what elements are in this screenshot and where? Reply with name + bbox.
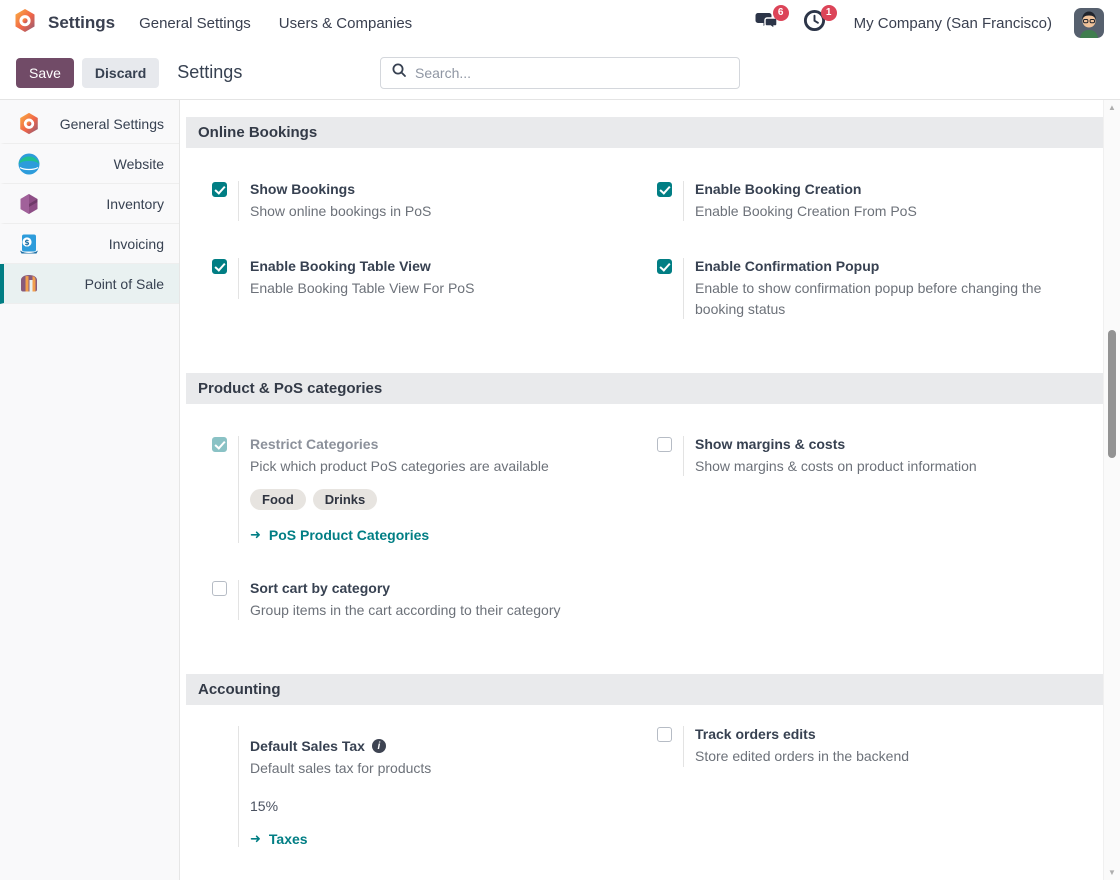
- messages-button[interactable]: 6: [754, 5, 789, 36]
- setting-description: Enable Booking Table View For PoS: [250, 280, 475, 297]
- scrollbar-thumb[interactable]: [1108, 330, 1116, 458]
- search-icon: [391, 62, 407, 83]
- taxes-link[interactable]: ➜ Taxes: [250, 830, 308, 847]
- setting-description: Pick which product PoS categories are av…: [250, 457, 549, 474]
- track-orders-edits-checkbox[interactable]: [657, 727, 672, 743]
- pos-product-categories-link[interactable]: ➜ PoS Product Categories: [250, 527, 430, 544]
- arrow-right-icon: ➜: [250, 527, 261, 543]
- menu-general-settings[interactable]: General Settings: [139, 14, 251, 32]
- invoicing-document-icon: $: [17, 232, 41, 256]
- svg-text:$: $: [24, 238, 29, 247]
- sidebar-item-label: Inventory: [106, 195, 164, 212]
- arrow-right-icon: ➜: [250, 830, 261, 846]
- section-header-product-pos-categories: Product & PoS categories: [186, 372, 1103, 404]
- setting-description: Enable Booking Creation From PoS: [695, 203, 917, 219]
- enable-booking-creation-checkbox[interactable]: [657, 182, 672, 197]
- section-header-online-bookings: Online Bookings: [186, 117, 1103, 148]
- setting-description: Enable to show confirmation popup before…: [695, 280, 1042, 317]
- control-panel: Save Discard Settings: [0, 46, 1120, 100]
- tag-drinks: Drinks: [312, 489, 378, 511]
- category-tags: Food Drinks: [250, 489, 609, 511]
- setting-label[interactable]: Show Bookings: [250, 181, 355, 197]
- tag-food: Food: [250, 489, 306, 511]
- setting-show-bookings: Show Bookings Show online bookings in Po…: [212, 181, 657, 222]
- setting-description: Group items in the cart according to the…: [250, 602, 561, 619]
- show-margins-costs-checkbox[interactable]: [657, 436, 672, 452]
- setting-sort-cart-by-category: Sort cart by category Group items in the…: [212, 580, 657, 621]
- menu-users-companies[interactable]: Users & Companies: [278, 14, 413, 32]
- setting-show-margins-costs: Show margins & costs Show margins & cost…: [657, 435, 1102, 477]
- settings-sidebar: General Settings Website Inventory: [0, 100, 180, 880]
- sidebar-item-general-settings[interactable]: General Settings: [0, 104, 179, 144]
- odoo-settings-icon: [17, 112, 41, 136]
- save-button[interactable]: Save: [16, 57, 74, 88]
- setting-enable-booking-creation: Enable Booking Creation Enable Booking C…: [657, 181, 1102, 222]
- section-product-pos-categories: Restrict Categories Pick which product P…: [186, 404, 1103, 658]
- setting-default-sales-tax: Default Sales Tax i Default sales tax fo…: [212, 726, 657, 847]
- activities-button[interactable]: 1: [802, 5, 837, 37]
- page-body: General Settings Website Inventory: [0, 100, 1120, 880]
- vertical-scrollbar: ▲ ▼: [1103, 100, 1120, 880]
- messages-badge: 6: [772, 5, 789, 21]
- sidebar-item-label: Website: [113, 155, 164, 172]
- section-accounting: Default Sales Tax i Default sales tax fo…: [186, 705, 1103, 880]
- odoo-settings-logo-icon[interactable]: [12, 8, 38, 39]
- clock-icon: [803, 9, 826, 37]
- search-box: [380, 56, 740, 89]
- scroll-up-arrow-icon[interactable]: ▲: [1108, 103, 1116, 112]
- setting-label[interactable]: Enable Confirmation Popup: [695, 258, 880, 275]
- sidebar-item-label: Point of Sale: [84, 275, 164, 292]
- setting-label[interactable]: Sort cart by category: [250, 580, 391, 597]
- enable-confirmation-popup-checkbox[interactable]: [657, 259, 672, 275]
- sidebar-item-inventory[interactable]: Inventory: [0, 184, 179, 224]
- app-name[interactable]: Settings: [48, 13, 116, 32]
- inventory-box-icon: [17, 192, 41, 216]
- scroll-down-arrow-icon[interactable]: ▼: [1108, 868, 1116, 877]
- setting-label[interactable]: Enable Booking Creation: [695, 181, 862, 197]
- setting-description: Show online bookings in PoS: [250, 203, 432, 219]
- sidebar-item-label: Invoicing: [108, 235, 164, 252]
- setting-description: Show margins & costs on product informat…: [695, 457, 977, 474]
- sidebar-item-website[interactable]: Website: [0, 144, 179, 184]
- navbar-menu: General Settings Users & Companies: [139, 15, 412, 32]
- setting-track-orders-edits: Track orders edits Store edited orders i…: [657, 726, 1102, 767]
- enable-booking-table-view-checkbox[interactable]: [212, 259, 227, 275]
- navbar-right: 6 1 My Company (San Francisco): [754, 5, 1104, 38]
- setting-label[interactable]: Enable Booking Table View: [250, 258, 431, 275]
- setting-enable-confirmation-popup: Enable Confirmation Popup Enable to show…: [657, 258, 1102, 319]
- setting-label[interactable]: Show margins & costs: [695, 435, 846, 452]
- setting-description: Default sales tax for products: [250, 760, 432, 777]
- user-avatar[interactable]: [1074, 8, 1104, 38]
- section-online-bookings: Show Bookings Show online bookings in Po…: [186, 148, 1103, 356]
- info-icon: i: [371, 739, 386, 754]
- default-sales-tax-value[interactable]: 15%: [250, 797, 279, 814]
- company-switcher[interactable]: My Company (San Francisco): [853, 14, 1052, 32]
- sidebar-item-invoicing[interactable]: $ Invoicing: [0, 224, 179, 264]
- setting-label[interactable]: Track orders edits: [695, 726, 816, 743]
- top-navbar: Settings General Settings Users & Compan…: [0, 0, 1120, 46]
- sidebar-item-point-of-sale[interactable]: Point of Sale: [0, 264, 179, 304]
- setting-label: Default Sales Tax: [250, 738, 365, 755]
- restrict-categories-checkbox[interactable]: [212, 436, 227, 452]
- pos-awning-icon: [17, 272, 41, 296]
- setting-enable-booking-table-view: Enable Booking Table View Enable Booking…: [212, 258, 657, 299]
- show-bookings-checkbox[interactable]: [212, 182, 227, 197]
- setting-label[interactable]: Restrict Categories: [250, 435, 379, 452]
- section-header-accounting: Accounting: [186, 674, 1103, 706]
- setting-description: Store edited orders in the backend: [695, 748, 910, 765]
- search-input[interactable]: [415, 64, 729, 81]
- sidebar-item-label: General Settings: [59, 115, 164, 132]
- sort-cart-by-category-checkbox[interactable]: [212, 581, 227, 597]
- website-globe-icon: [17, 152, 41, 176]
- discard-button[interactable]: Discard: [81, 57, 160, 88]
- settings-main-panel: Online Bookings Show Bookings Show onlin…: [180, 100, 1120, 880]
- breadcrumb: Settings: [177, 62, 243, 82]
- activities-badge: 1: [820, 5, 837, 21]
- navbar-left: Settings General Settings Users & Compan…: [12, 8, 412, 39]
- setting-restrict-categories: Restrict Categories Pick which product P…: [212, 435, 657, 544]
- settings-content: Online Bookings Show Bookings Show onlin…: [186, 117, 1103, 880]
